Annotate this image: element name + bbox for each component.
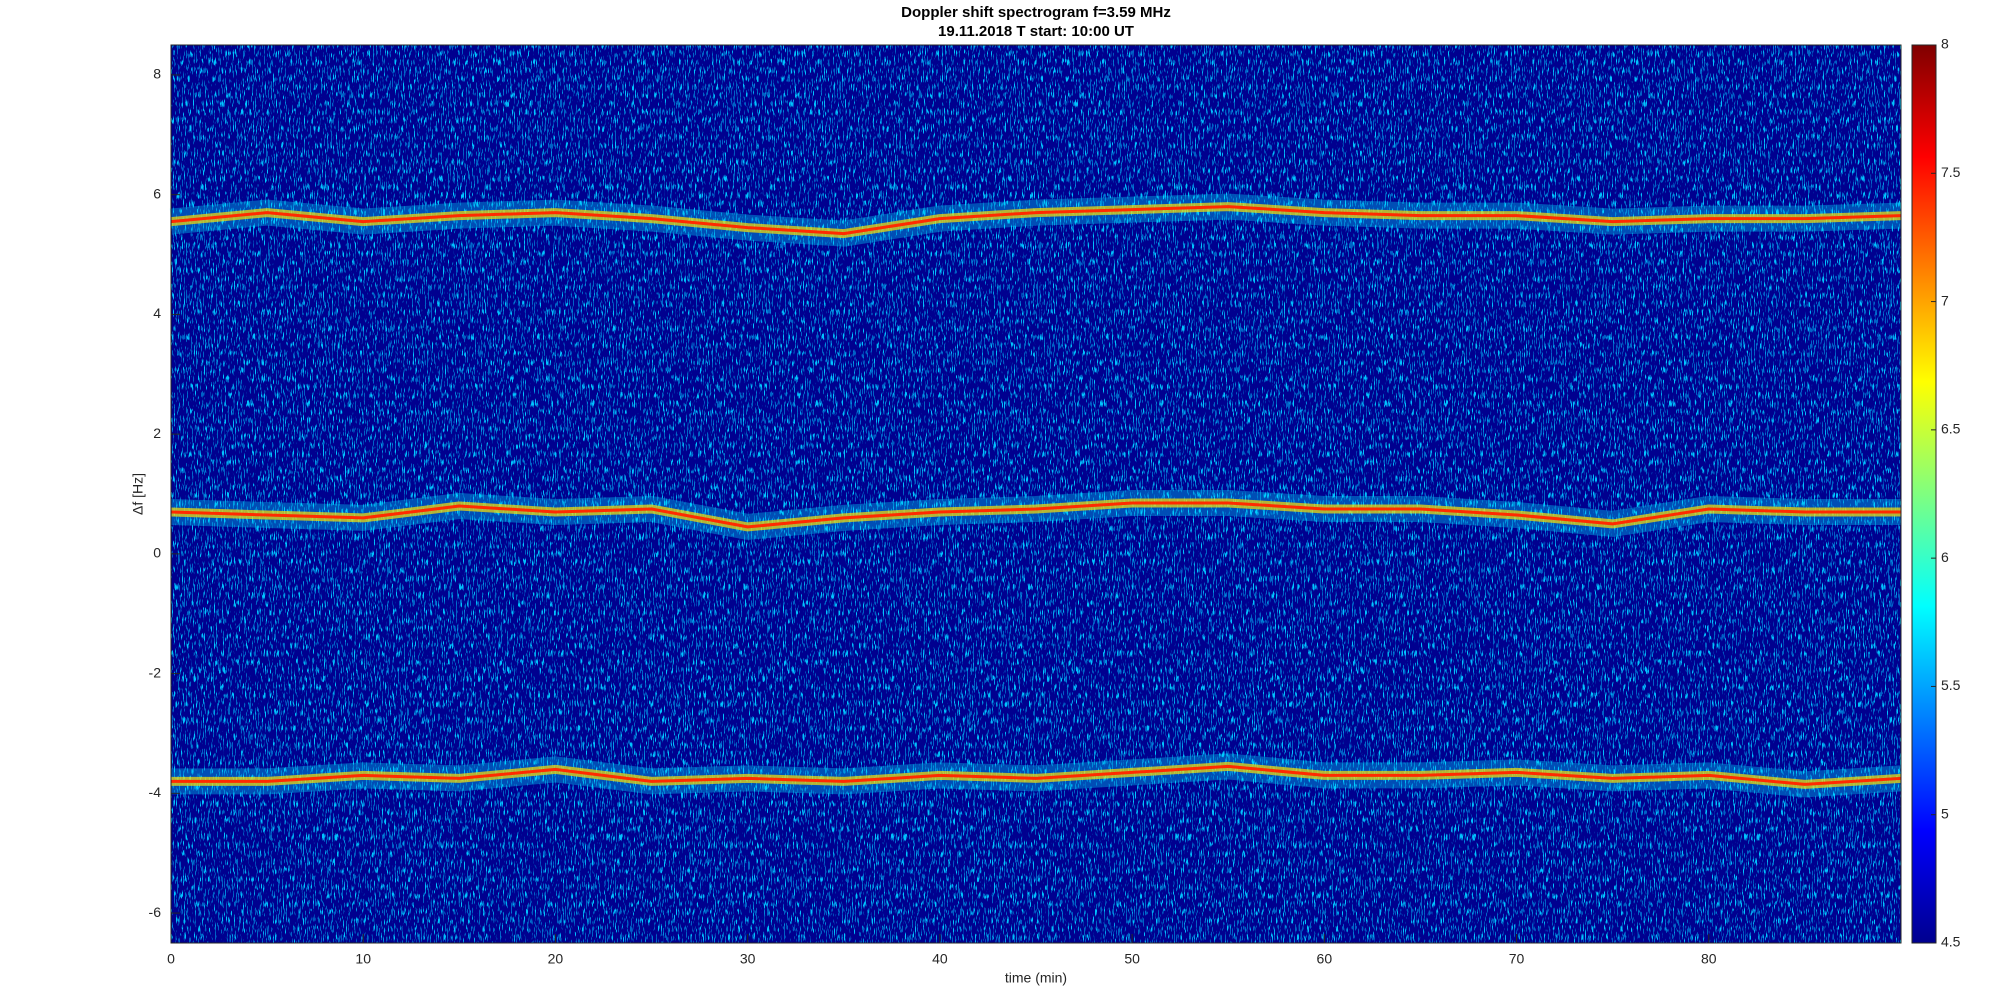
y-tick-label: 4: [153, 305, 161, 321]
y-tick-label: -4: [149, 784, 162, 800]
x-tick-label: 10: [355, 951, 371, 967]
y-tick-label: 2: [153, 425, 161, 441]
x-axis-label: time (min): [1005, 970, 1067, 986]
y-tick-label: -2: [149, 664, 162, 680]
plot-frame: [170, 44, 1902, 944]
colorbar: [1911, 44, 1937, 944]
x-tick-label: 70: [1509, 951, 1525, 967]
y-tick-label: 0: [153, 545, 161, 561]
x-tick-label: 20: [548, 951, 564, 967]
colorbar-tick-label: 8: [1941, 36, 1949, 52]
colorbar-tick-label: 7.5: [1941, 164, 1961, 180]
x-tick-label: 60: [1317, 951, 1333, 967]
colorbar-tick-label: 6.5: [1941, 421, 1961, 437]
colorbar-tick-label: 6: [1941, 549, 1949, 565]
y-axis-label: Δf [Hz]: [130, 473, 146, 515]
colorbar-tick-label: 5.5: [1941, 677, 1961, 693]
x-tick-label: 50: [1124, 951, 1140, 967]
chart-subtitle: 19.11.2018 T start: 10:00 UT: [938, 23, 1134, 40]
x-tick-label: 30: [740, 951, 756, 967]
x-tick-label: 80: [1701, 951, 1717, 967]
y-tick-label: 6: [153, 185, 161, 201]
trace-line: [170, 501, 1901, 529]
y-tick-label: 8: [153, 66, 161, 82]
trace-line: [170, 205, 1902, 236]
spectrogram-noise: [171, 45, 1901, 943]
y-tick-label: -6: [149, 904, 162, 920]
x-tick-label: 0: [167, 951, 175, 967]
colorbar-tick-label: 4.5: [1941, 934, 1961, 950]
x-tick-label: 40: [932, 951, 948, 967]
colorbar-tick-label: 5: [1941, 805, 1949, 821]
chart-title: Doppler shift spectrogram f=3.59 MHz: [901, 4, 1171, 21]
colorbar-tick-label: 7: [1941, 292, 1949, 308]
trace-line: [171, 764, 1902, 786]
